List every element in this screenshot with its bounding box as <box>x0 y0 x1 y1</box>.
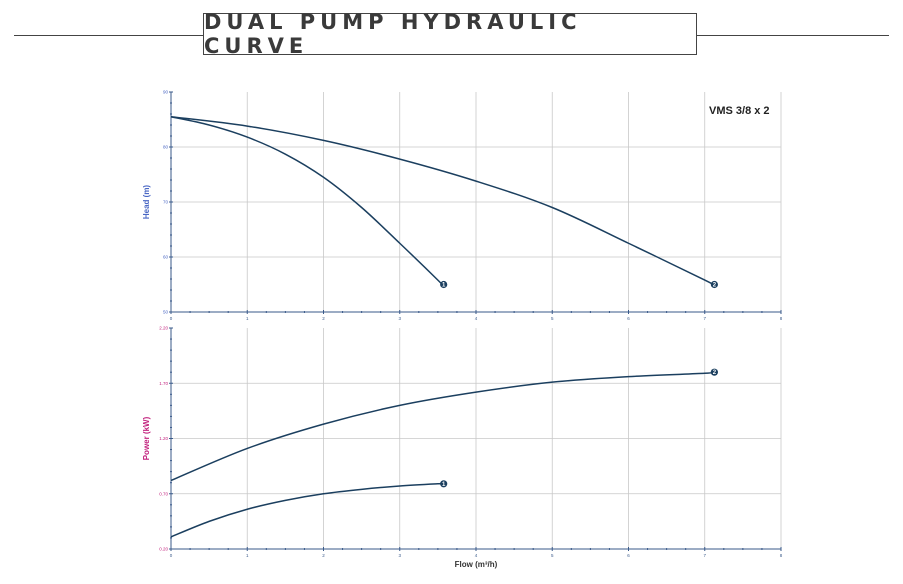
power-y-tick-label: 0.70 <box>159 491 168 496</box>
power-x-tick-label: 0 <box>170 553 173 558</box>
power-y-axis-label: Power (kW) <box>142 416 151 460</box>
power-x-tick-label: 5 <box>551 553 554 558</box>
head-series-2-marker <box>710 280 718 289</box>
model-label: VMS 3/8 x 2 <box>709 105 770 117</box>
title-rule-left <box>14 35 203 36</box>
head-x-tick-label: 7 <box>703 316 706 321</box>
power-series-2-marker-label: 2 <box>713 370 717 376</box>
power-plot: 0 1 2 3 4 5 6 7 8 0.20 0.70 1.20 1.70 2.20 Power (kW) F… <box>142 326 783 570</box>
head-x-tick-label: 3 <box>398 316 401 321</box>
title-box: DUAL PUMP HYDRAULIC CURVE <box>203 10 697 58</box>
head-y-tick-label: 50 <box>163 310 169 315</box>
head-x-tick-label: 2 <box>322 316 325 321</box>
head-series-2-marker-label: 2 <box>713 283 717 289</box>
power-y-tick-label: 2.20 <box>159 326 168 331</box>
power-x-tick-label: 7 <box>703 553 706 558</box>
power-series-1-line <box>170 482 443 538</box>
head-x-tick-label: 0 <box>170 316 173 321</box>
power-x-tick-label: 4 <box>475 553 478 558</box>
head-y-axis-label: Head (m) <box>142 185 151 220</box>
head-series-1-line <box>170 116 443 286</box>
power-y-tick-label: 0.20 <box>159 547 168 552</box>
head-y-tick-label: 70 <box>163 200 169 205</box>
power-y-tick-label: 1.20 <box>159 436 168 441</box>
power-series-2-line <box>170 371 715 482</box>
power-series-1-marker <box>440 480 448 488</box>
power-series-2-marker <box>710 368 718 376</box>
power-y-tick-label: 1.70 <box>159 381 168 386</box>
head-x-tick-label: 4 <box>475 316 478 321</box>
power-x-tick-label: 8 <box>780 553 783 558</box>
head-x-tick-label: 6 <box>627 316 630 321</box>
head-y-tick-label: 80 <box>163 145 169 150</box>
head-plot: 0 1 2 3 4 5 6 7 8 50 60 70 80 90 Head (m) 1 2 <box>142 90 783 322</box>
head-x-tick-label: 8 <box>780 316 783 321</box>
page-title: DUAL PUMP HYDRAULIC CURVE <box>204 10 582 58</box>
power-series-1-marker-label: 1 <box>442 482 446 488</box>
head-series-2-line <box>170 116 715 286</box>
head-x-tick-label: 5 <box>551 316 554 321</box>
title-rule-right <box>697 35 889 36</box>
head-series-1-marker-label: 1 <box>442 283 446 289</box>
head-y-tick-label: 90 <box>163 90 169 95</box>
head-x-tick-label: 1 <box>246 316 249 321</box>
head-y-tick-label: 60 <box>163 255 169 260</box>
power-x-tick-label: 1 <box>246 553 249 558</box>
head-series-1-marker <box>440 280 448 289</box>
power-x-tick-label: 6 <box>627 553 630 558</box>
power-x-axis-label: Flow (m³/h) <box>455 560 498 569</box>
power-x-tick-label: 3 <box>398 553 401 558</box>
power-x-tick-label: 2 <box>322 553 325 558</box>
